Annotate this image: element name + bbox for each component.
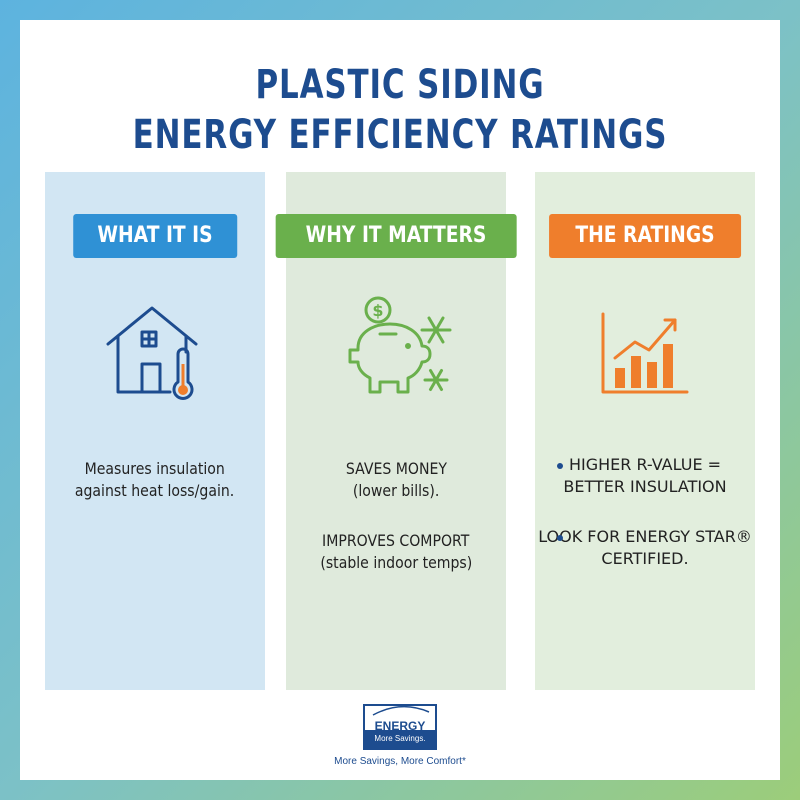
bullet-dot <box>557 463 563 469</box>
bullet-dot <box>557 535 563 541</box>
logo-tagline: More Savings, More Comfort* <box>334 756 466 767</box>
what-it-is-description: Measures insulation against heat loss/ga… <box>75 459 235 500</box>
house-thermometer-icon <box>106 306 198 400</box>
ratings-bullet-2: LOOK FOR ENERGY STAR® CERTIFIED. <box>538 527 752 568</box>
infographic-card: PLASTIC SIDING ENERGY EFFICIENCY RATINGS… <box>20 20 780 780</box>
svg-text:$: $ <box>372 301 383 320</box>
why-it-matters-comfort: IMPROVES COMPORT (stable indoor temps) <box>320 531 472 572</box>
ratings-bullet-1: HIGHER R-VALUE = BETTER INSULATION <box>535 454 755 498</box>
column-what-it-is: WHAT IT IS Measures insulation against h… <box>45 172 265 690</box>
bar-chart-up-icon <box>601 312 689 394</box>
badge-what-it-is: WHAT IT IS <box>73 214 237 258</box>
piggy-bank-snowflake-icon: $ <box>348 296 452 394</box>
title-line-1: PLASTIC SIDING <box>255 62 545 108</box>
energy-star-logo: ENERGY STAR More Savings. Star® <box>363 704 437 761</box>
logo-subtitle: More Savings. Star® <box>365 730 435 761</box>
why-it-matters-saves-money: SAVES MONEY (lower bills). <box>345 459 447 500</box>
badge-the-ratings: THE RATINGS <box>549 214 741 258</box>
badge-why-it-matters: WHY IT MATTERS <box>275 214 517 258</box>
star-arc-icon <box>372 706 430 716</box>
page-title: PLASTIC SIDING ENERGY EFFICIENCY RATINGS <box>73 60 727 160</box>
column-why-it-matters: WHY IT MATTERS $ SAVE <box>275 172 517 690</box>
column-the-ratings: THE RATINGS HIGHER R-VALUE = BETTER INSU… <box>535 172 755 690</box>
title-line-2: ENERGY EFFICIENCY RATINGS <box>132 112 668 158</box>
